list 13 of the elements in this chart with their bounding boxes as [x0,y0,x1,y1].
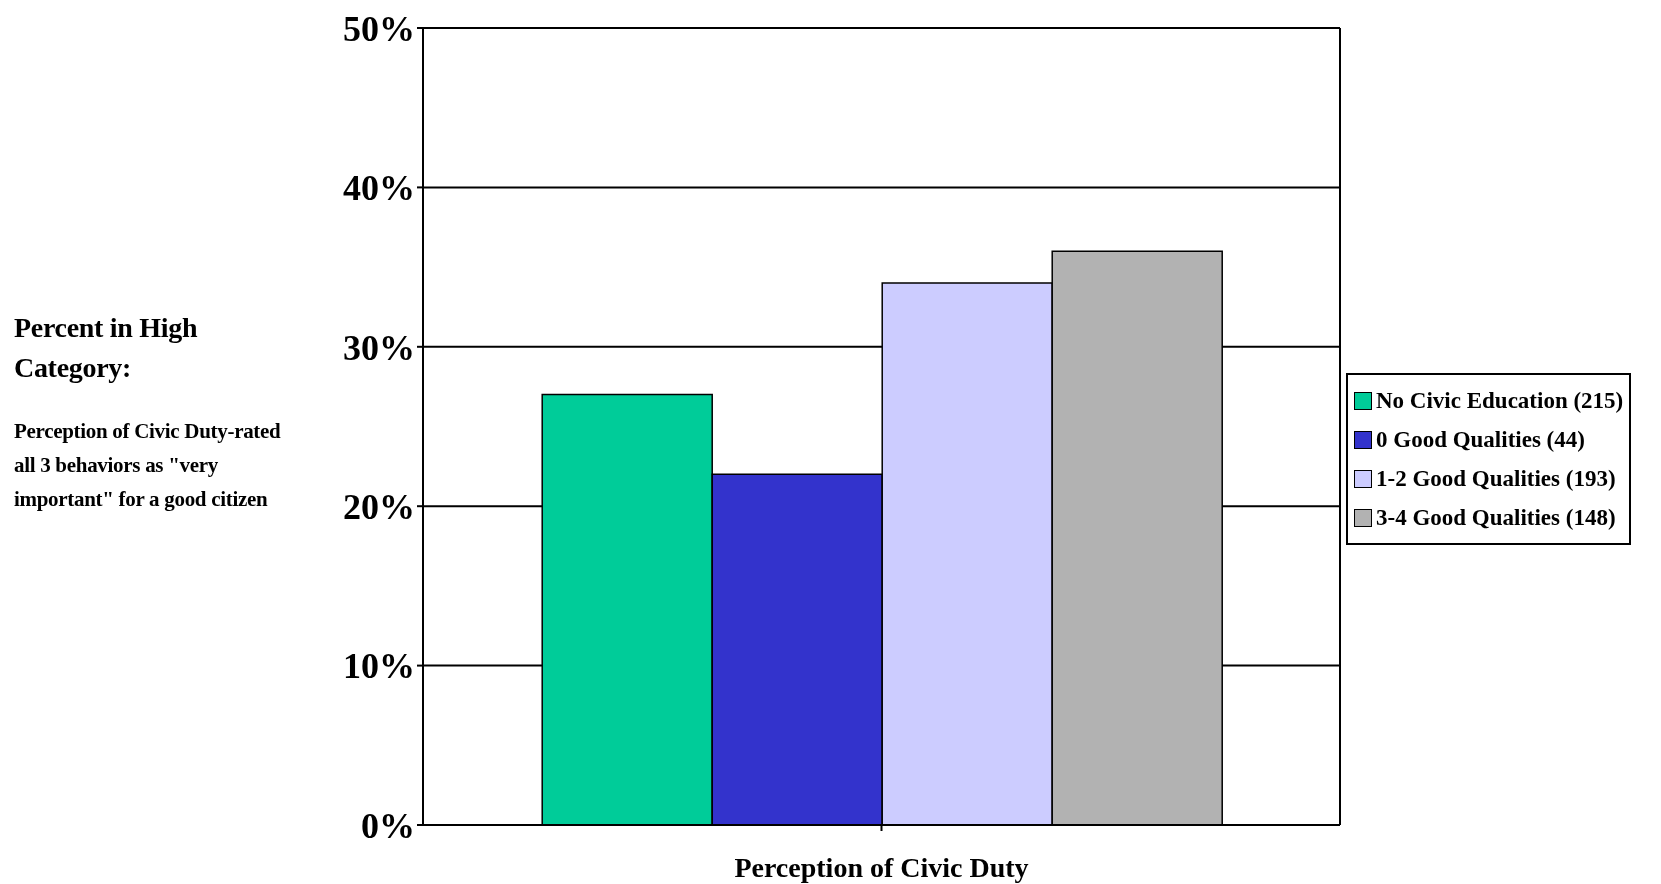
y-tick-label: 30% [343,327,415,368]
text: Perception of Civic Duty-rated all 3 behaviors as "very important" for a good citizen [14,418,282,513]
legend-label: 0 Good Qualities (44) [1376,426,1585,454]
y-tick-label: 10% [343,646,415,687]
legend-label: 3-4 Good Qualities (148) [1376,504,1616,532]
x-axis-title: Perception of Civic Duty [734,852,1029,883]
y-tick-label: 40% [343,168,415,209]
y-tick-label: 50% [343,8,415,49]
y-tick-label: 0% [361,805,415,846]
text: Percent in High Category: [14,311,199,385]
legend-label: 1-2 Good Qualities (193) [1376,465,1616,493]
legend-label: No Civic Education (215) [1376,387,1624,415]
y-tick-label: 20% [343,486,415,527]
